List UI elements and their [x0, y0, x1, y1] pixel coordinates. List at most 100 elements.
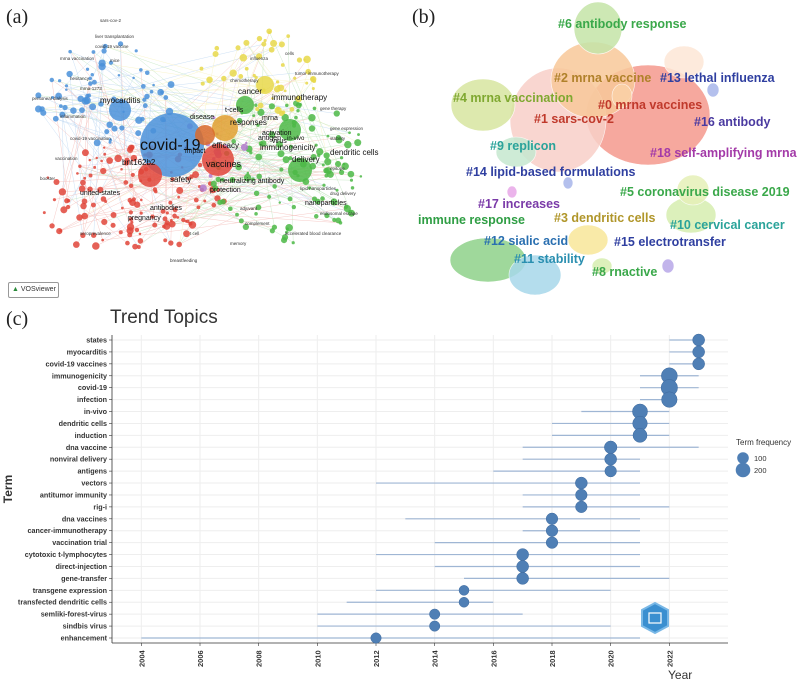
network-node — [332, 217, 337, 223]
network-node — [169, 219, 173, 222]
network-node — [91, 79, 97, 85]
cluster-blob — [663, 45, 705, 79]
network-label-small: complement — [245, 221, 270, 226]
network-label-small: covid-19 vaccination — [70, 136, 111, 141]
network-label: disease — [190, 114, 214, 121]
y-tick-label: gene-transfer — [61, 574, 107, 583]
y-axis-title: Term — [1, 475, 15, 503]
network-link — [96, 84, 172, 159]
x-tick-label: 2004 — [137, 649, 146, 667]
cluster-label: #2 mrna vaccine — [554, 71, 651, 85]
network-node — [359, 175, 363, 178]
y-tick-label: immunogenicity — [52, 371, 107, 380]
network-node — [104, 129, 110, 135]
network-node — [103, 152, 107, 156]
network-node — [128, 210, 133, 215]
network-label-small: sars-cov-2 — [100, 18, 122, 23]
network-node — [62, 104, 68, 111]
network-label-small: memory — [230, 241, 247, 246]
network-node — [285, 103, 289, 108]
network-node — [305, 68, 312, 75]
network-label-small: adjuvant — [240, 206, 258, 211]
network-node — [354, 139, 362, 147]
network-node — [40, 109, 47, 116]
network-node — [254, 212, 258, 216]
network-link — [151, 91, 264, 144]
network-node — [83, 176, 87, 180]
data-point — [429, 620, 441, 632]
cluster-blob — [506, 185, 518, 199]
network-node — [163, 238, 168, 243]
network-node — [68, 49, 72, 54]
network-link — [298, 71, 309, 99]
network-node — [65, 204, 71, 210]
network-node — [152, 83, 155, 87]
network-label-small: vaccination — [55, 156, 78, 161]
network-node — [55, 92, 63, 100]
network-label: neutralizing antibody — [220, 178, 285, 185]
legend-title: Term frequency — [736, 438, 791, 447]
network-node — [208, 173, 213, 178]
network-node — [338, 220, 343, 225]
network-node — [244, 66, 249, 71]
network-node — [272, 184, 277, 189]
cluster-blob — [450, 78, 516, 132]
network-link — [123, 111, 127, 183]
cluster-label: #12 sialic acid — [484, 234, 568, 248]
network-node — [168, 240, 174, 246]
network-node — [98, 101, 104, 107]
network-node — [135, 130, 142, 137]
network-link — [166, 185, 325, 227]
network-node — [321, 163, 325, 167]
network-node — [111, 125, 118, 132]
network-node — [308, 125, 316, 132]
network-node — [229, 69, 237, 77]
network-link — [260, 106, 273, 144]
data-point — [661, 391, 678, 408]
network-label: activation — [262, 130, 292, 137]
network-node — [215, 176, 221, 183]
network-node — [268, 131, 276, 138]
y-tick-label: vectors — [81, 479, 107, 488]
network-link — [66, 85, 111, 143]
network-node — [253, 190, 260, 197]
network-link — [104, 147, 134, 159]
data-point — [370, 632, 382, 644]
network-node — [130, 154, 138, 162]
cluster-blob — [661, 258, 675, 274]
network-link — [62, 114, 65, 210]
cluster-label: #3 dendritic cells — [554, 211, 655, 225]
network-node — [130, 172, 135, 178]
network-link — [246, 68, 275, 228]
y-tick-label: induction — [75, 431, 107, 440]
network-node — [324, 158, 332, 166]
network-node — [231, 139, 236, 144]
network-node — [88, 76, 92, 81]
cluster-label: #18 self-amplifying mrna — [650, 146, 798, 160]
network-link — [163, 122, 295, 227]
y-tick-label: dendritic cells — [59, 419, 107, 428]
network-node — [170, 177, 175, 182]
network-node — [108, 138, 112, 142]
network-label: safety — [170, 175, 191, 184]
network-node — [181, 217, 186, 223]
network-node — [330, 198, 338, 206]
network-label: impact — [185, 148, 206, 155]
network-link — [178, 87, 282, 198]
network-node — [150, 214, 155, 219]
network-link — [161, 92, 350, 133]
network-node — [167, 81, 175, 88]
network-label: dendritic cells — [330, 148, 378, 157]
network-link — [114, 112, 284, 129]
network-node — [114, 154, 122, 163]
network-label-small: mice — [110, 58, 120, 63]
y-tick-label: sindbis virus — [63, 622, 107, 631]
network-node — [212, 185, 219, 192]
network-node — [235, 45, 241, 51]
data-point — [575, 488, 588, 502]
cluster-label: #17 increases — [478, 197, 560, 211]
cluster-label: #10 cervical cancer — [670, 218, 785, 232]
cluster-blob — [706, 82, 720, 98]
y-tick-label: rig-i — [93, 502, 107, 511]
